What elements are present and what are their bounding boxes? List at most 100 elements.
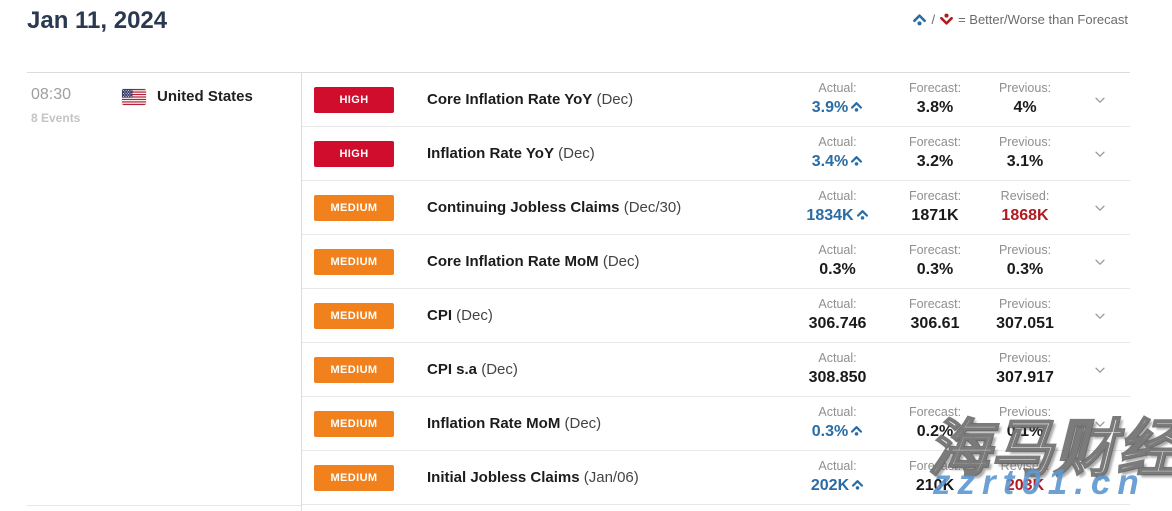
previous-label: Previous: (998, 135, 1052, 149)
forecast-value: 0.2% (916, 423, 954, 440)
event-period: (Dec) (592, 91, 634, 108)
forecast-value: 3.8% (916, 99, 954, 116)
page-title: Jan 11, 2024 (27, 7, 168, 34)
session-column: 08:30 8 Events (27, 73, 301, 506)
expand-chevron-icon[interactable] (1070, 471, 1130, 485)
expand-chevron-icon[interactable] (1070, 201, 1130, 215)
actual-cell: Actual: 1834K (785, 189, 890, 227)
forecast-label: Forecast: (908, 243, 962, 257)
event-name-cell: Inflation Rate YoY (Dec) (427, 145, 785, 162)
expand-chevron-icon[interactable] (1070, 147, 1130, 161)
importance-cell: HIGH (302, 140, 427, 167)
trend-up-icon (856, 206, 869, 227)
previous-label: Previous: (998, 405, 1052, 419)
forecast-label: Forecast: (908, 135, 962, 149)
trend-up-icon (850, 152, 863, 173)
event-row[interactable]: MEDIUM CPI s.a (Dec) Actual: 308.850 Previou… (302, 343, 1130, 397)
trend-up-icon (851, 476, 864, 497)
event-period: (Jan/06) (579, 469, 639, 486)
expand-chevron-icon[interactable] (1070, 255, 1130, 269)
importance-badge: MEDIUM (314, 410, 394, 437)
actual-value: 0.3% (819, 261, 856, 278)
event-row[interactable]: HIGH Inflation Rate YoY (Dec) Actual: 3.4% F… (302, 127, 1130, 181)
previous-value: 1868K (1001, 207, 1049, 224)
actual-cell: Actual: 202K (785, 459, 890, 497)
forecast-label: Forecast: (908, 81, 962, 95)
actual-value: 0.3% (785, 421, 890, 443)
actual-cell: Actual: 308.850 (785, 351, 890, 388)
event-values: Actual: 308.850 Previous: 307.917 (785, 351, 1130, 388)
expand-chevron-icon[interactable] (1070, 309, 1130, 323)
event-row[interactable]: HIGH Core Inflation Rate YoY (Dec) Actual:… (302, 73, 1130, 127)
importance-badge: HIGH (314, 140, 394, 167)
actual-value: 3.4% (785, 151, 890, 173)
forecast-cell: Forecast: 306.61 (890, 297, 980, 334)
event-name: CPI (427, 307, 453, 324)
event-name-cell: Continuing Jobless Claims (Dec/30) (427, 199, 785, 216)
forecast-cell: Forecast: 0.2% (890, 405, 980, 442)
session-time: 08:30 (31, 86, 72, 103)
actual-label: Actual: (818, 188, 857, 203)
event-name-cell: Core Inflation Rate MoM (Dec) (427, 253, 785, 270)
previous-cell: Previous: 0.3% (980, 243, 1070, 280)
previous-label: Previous: (998, 297, 1052, 311)
event-name-cell: Inflation Rate MoM (Dec) (427, 415, 785, 432)
previous-label: Revised: (1000, 189, 1050, 203)
actual-label: Actual: (818, 351, 857, 365)
actual-cell: Actual: 3.4% (785, 135, 890, 173)
country-block[interactable]: United States (122, 88, 253, 105)
worse-arrow-icon (939, 12, 954, 27)
event-row[interactable]: MEDIUM Inflation Rate MoM (Dec) Actual: 0.3… (302, 397, 1130, 451)
forecast-value: 306.61 (910, 315, 960, 332)
importance-cell: MEDIUM (302, 356, 427, 383)
forecast-label: Forecast: (908, 297, 962, 311)
event-values: Actual: 0.3% Forecast: 0.2% Previous: 0.1% (785, 405, 1130, 443)
actual-label: Actual: (818, 404, 857, 419)
expand-chevron-icon[interactable] (1070, 417, 1130, 431)
event-period: (Dec/30) (619, 199, 682, 216)
calendar-panel: 08:30 8 Events (27, 72, 1130, 511)
forecast-cell: Forecast: 3.8% (890, 81, 980, 118)
event-row[interactable]: MEDIUM Initial Jobless Claims (Jan/06) Act… (302, 451, 1130, 505)
event-period: (Dec) (477, 361, 518, 378)
event-row[interactable]: MEDIUM Continuing Jobless Claims (Dec/30)… (302, 181, 1130, 235)
event-name: Initial Jobless Claims (427, 469, 580, 486)
previous-value: 307.917 (996, 369, 1054, 386)
better-arrow-icon (912, 12, 927, 27)
event-period: (Dec) (452, 307, 493, 324)
previous-cell: Revised: 203K (980, 459, 1070, 496)
event-name-cell: Initial Jobless Claims (Jan/06) (427, 469, 785, 486)
event-row[interactable]: MEDIUM CPI (Dec) Actual: 306.746 Forecast: 30… (302, 289, 1130, 343)
country-name: United States (157, 88, 253, 105)
actual-label: Actual: (818, 297, 857, 311)
previous-cell: Revised: 1868K (980, 189, 1070, 226)
forecast-label: Forecast: (908, 189, 962, 203)
event-values: Actual: 202K Forecast: 210K Revised: 203K (785, 459, 1130, 497)
actual-value: 306.746 (808, 315, 867, 332)
us-flag-icon (122, 88, 146, 105)
actual-cell: Actual: 3.9% (785, 81, 890, 119)
actual-cell: Actual: 306.746 (785, 297, 890, 334)
previous-value: 0.3% (1006, 261, 1044, 278)
importance-cell: MEDIUM (302, 248, 427, 275)
forecast-label: Forecast: (908, 459, 962, 473)
trend-up-icon (850, 98, 863, 119)
previous-value: 4% (1013, 99, 1037, 116)
event-name-cell: CPI s.a (Dec) (427, 361, 785, 378)
importance-badge: MEDIUM (314, 248, 394, 275)
legend: / = Better/Worse than Forecast (912, 12, 1128, 27)
previous-value: 203K (1005, 477, 1045, 494)
forecast-cell: Forecast: 3.2% (890, 135, 980, 172)
event-row[interactable]: MEDIUM Core Inflation Rate MoM (Dec) Actua… (302, 235, 1130, 289)
session-time-block: 08:30 8 Events (31, 86, 80, 125)
event-name: CPI s.a (427, 361, 478, 378)
event-name: Core Inflation Rate MoM (427, 253, 599, 270)
actual-value: 3.9% (785, 97, 890, 119)
forecast-cell (890, 369, 980, 370)
event-values: Actual: 306.746 Forecast: 306.61 Previous: 30… (785, 297, 1130, 334)
previous-value: 0.1% (1006, 423, 1044, 440)
expand-chevron-icon[interactable] (1070, 93, 1130, 107)
previous-label: Previous: (998, 351, 1052, 365)
previous-label: Previous: (998, 243, 1052, 257)
expand-chevron-icon[interactable] (1070, 363, 1130, 377)
